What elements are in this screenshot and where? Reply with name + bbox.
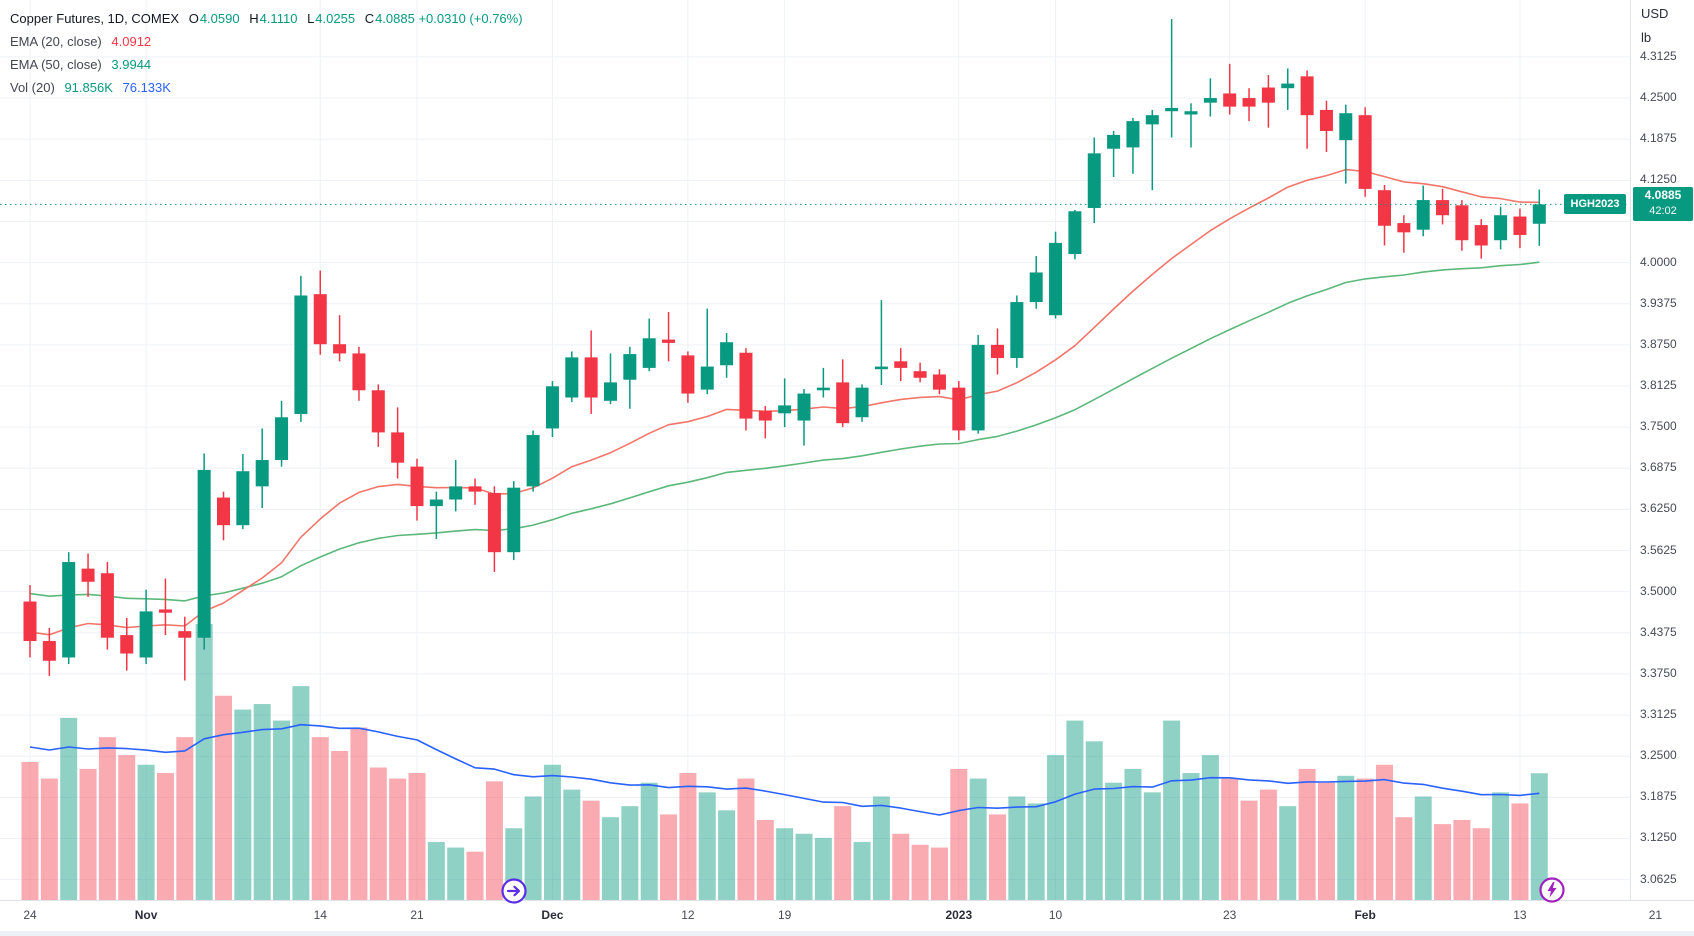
price-axis-label: 3.8750 — [1640, 336, 1677, 351]
high-label: H — [249, 11, 259, 26]
unit-usd-label: USD — [1641, 6, 1669, 21]
price-axis-label: 3.8125 — [1640, 377, 1677, 392]
low-label: L — [307, 11, 315, 26]
price-axis-label: 3.6250 — [1640, 501, 1677, 516]
legend-ema50-row[interactable]: EMA (50, close) 3.9944 — [10, 54, 523, 75]
price-axis-label: 3.9375 — [1640, 295, 1677, 310]
price-axis-label: 3.3125 — [1640, 707, 1677, 722]
ema20-label: EMA (20, close) — [10, 34, 102, 49]
price-axis-label: 4.2500 — [1640, 90, 1677, 105]
contract-label-badge[interactable]: HGH2023 — [1564, 194, 1626, 214]
legend-ema20-row[interactable]: EMA (20, close) 4.0912 — [10, 31, 523, 52]
last-price-value: 4.0885 — [1644, 188, 1682, 202]
price-axis-label: 3.5000 — [1640, 583, 1677, 598]
time-axis-label: 14 — [313, 908, 327, 922]
last-price-badge[interactable]: 4.0885 42:02 — [1633, 187, 1693, 221]
price-axis-label: 4.0000 — [1640, 254, 1677, 269]
time-axis-label: 19 — [777, 908, 792, 922]
volume-current: 91.856K — [64, 80, 113, 95]
price-axis-label: 3.1875 — [1640, 789, 1677, 804]
price-axis-label: 3.5625 — [1640, 542, 1677, 557]
price-axis-label: 3.3750 — [1640, 665, 1677, 680]
volume-label: Vol (20) — [10, 80, 55, 95]
volume-ma-value: 76.133K — [122, 80, 171, 95]
price-axis-label: 3.6875 — [1640, 460, 1677, 475]
price-axis-label: 3.2500 — [1640, 748, 1677, 763]
low-value: 4.0255 — [315, 11, 356, 26]
open-label: O — [188, 11, 199, 26]
price-axis-label: 3.1250 — [1640, 830, 1677, 845]
symbol-title: Copper Futures, 1D, COMEX — [10, 11, 180, 26]
price-axis[interactable]: USD lb 4.3125 4.2500 4.1875 4.1250 4.0000 3.9… — [1630, 0, 1694, 900]
time-axis-label: 21 — [1648, 908, 1663, 922]
time-axis[interactable]: 24 Nov 14 21 Dec 12 19 2023 10 23 Feb 13 21 — [0, 900, 1694, 931]
time-axis-label: 12 — [681, 908, 695, 922]
time-axis-label: Dec — [541, 908, 564, 922]
time-axis-label: Nov — [134, 908, 158, 922]
high-value: 4.1110 — [259, 11, 298, 26]
open-value: 4.0590 — [199, 11, 240, 26]
event-arrow-icon[interactable] — [500, 877, 528, 905]
price-axis-label: 4.1875 — [1640, 131, 1677, 146]
price-axis-label: 3.0625 — [1640, 871, 1677, 886]
close-value: 4.0885 — [375, 11, 415, 26]
legend-symbol-row[interactable]: Copper Futures, 1D, COMEX O4.0590 H4.111… — [10, 8, 523, 29]
time-axis-label: 24 — [23, 908, 37, 922]
ema20-value: 4.0912 — [111, 34, 152, 49]
unit-lb-label: lb — [1641, 30, 1652, 45]
time-axis-label: 10 — [1048, 908, 1063, 922]
close-label: C — [364, 11, 375, 26]
lightning-bolt-icon[interactable] — [1538, 876, 1566, 904]
time-axis-label: 2023 — [945, 908, 973, 922]
bar-countdown: 42:02 — [1649, 205, 1677, 217]
time-axis-label: 13 — [1513, 908, 1527, 922]
time-axis-label: 21 — [410, 908, 424, 922]
price-axis-label: 4.1250 — [1640, 172, 1677, 187]
change-value: +0.0310 (+0.76%) — [418, 11, 523, 26]
time-axis-label: Feb — [1354, 908, 1376, 922]
ema50-label: EMA (50, close) — [10, 57, 102, 72]
price-axis-label: 3.7500 — [1640, 419, 1677, 434]
chart-legend: Copper Futures, 1D, COMEX O4.0590 H4.111… — [10, 8, 523, 100]
price-axis-label: 3.4375 — [1640, 624, 1677, 639]
candlestick-plot[interactable] — [0, 0, 1694, 900]
time-axis-label: 23 — [1223, 908, 1237, 922]
ema50-value: 3.9944 — [111, 57, 152, 72]
legend-volume-row[interactable]: Vol (20) 91.856K 76.133K — [10, 77, 523, 98]
price-axis-label: 4.3125 — [1640, 48, 1677, 63]
